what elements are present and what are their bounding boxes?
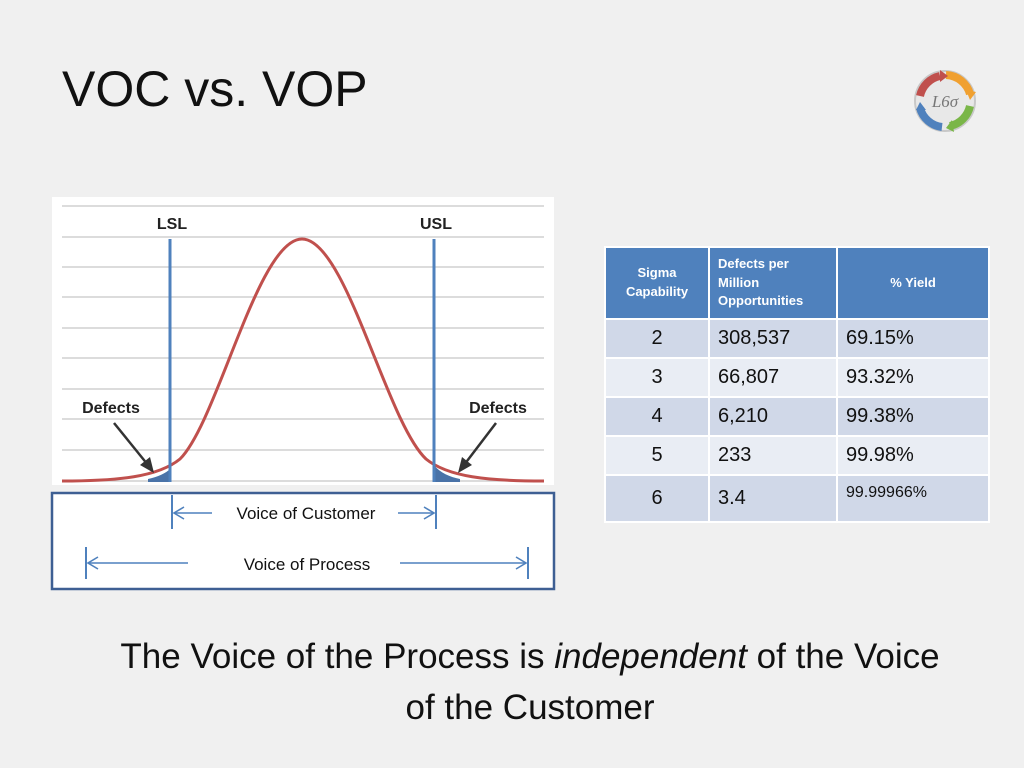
header-yield: % Yield [836,246,990,320]
key-statement: The Voice of the Process is independent … [120,632,940,734]
cell-yield: 99.38% [836,396,990,437]
defect-tail-right [434,465,460,482]
cell-sigma: 2 [604,318,710,359]
sigma-table: Sigma Capability Defects per Million Opp… [604,246,990,523]
table-row: 5 233 99.98% [604,435,990,476]
table-row: 6 3.4 99.99966% [604,474,990,523]
spec-frame [50,491,556,591]
defects-arrow-left [113,422,149,466]
defects-arrow-right [463,422,497,466]
cell-dpmo: 3.4 [708,474,838,523]
cell-sigma: 5 [604,435,710,476]
statement-suffix: of the Voice of the Customer [405,637,940,727]
bell-curve-figure: LSL USL Defects Defects Voice of Custome… [50,197,556,591]
defects-label-left: Defects [82,400,140,417]
cell-yield: 99.98% [836,435,990,476]
slide-title: VOC vs. VOP [62,61,368,117]
cell-yield: 99.99966% [836,474,990,523]
cell-sigma: 4 [604,396,710,437]
statement-prefix: The Voice of the Process is [120,637,555,676]
statement-emphasis: independent [554,637,747,676]
table-row: 2 308,537 69.15% [604,318,990,359]
table-header-row: Sigma Capability Defects per Million Opp… [604,246,990,320]
cell-yield: 93.32% [836,357,990,398]
defects-label-right: Defects [469,400,527,417]
lsl-label: LSL [157,216,187,233]
defect-tail-left [148,469,170,482]
voc-label: Voice of Customer [237,504,376,523]
logo-text: L6σ [931,92,959,111]
normal-curve [61,237,545,483]
cell-dpmo: 66,807 [708,357,838,398]
cell-sigma: 3 [604,357,710,398]
table-row: 4 6,210 99.38% [604,396,990,437]
table-row: 3 66,807 93.32% [604,357,990,398]
header-defects-per-million: Defects per Million Opportunities [708,246,838,320]
vop-label: Voice of Process [244,555,371,574]
header-sigma-capability: Sigma Capability [604,246,710,320]
cell-dpmo: 6,210 [708,396,838,437]
usl-label: USL [420,216,452,233]
cell-sigma: 6 [604,474,710,523]
cell-dpmo: 233 [708,435,838,476]
cell-dpmo: 308,537 [708,318,838,359]
cell-yield: 69.15% [836,318,990,359]
cycle-arrows-logo-icon: L6σ [914,70,976,132]
